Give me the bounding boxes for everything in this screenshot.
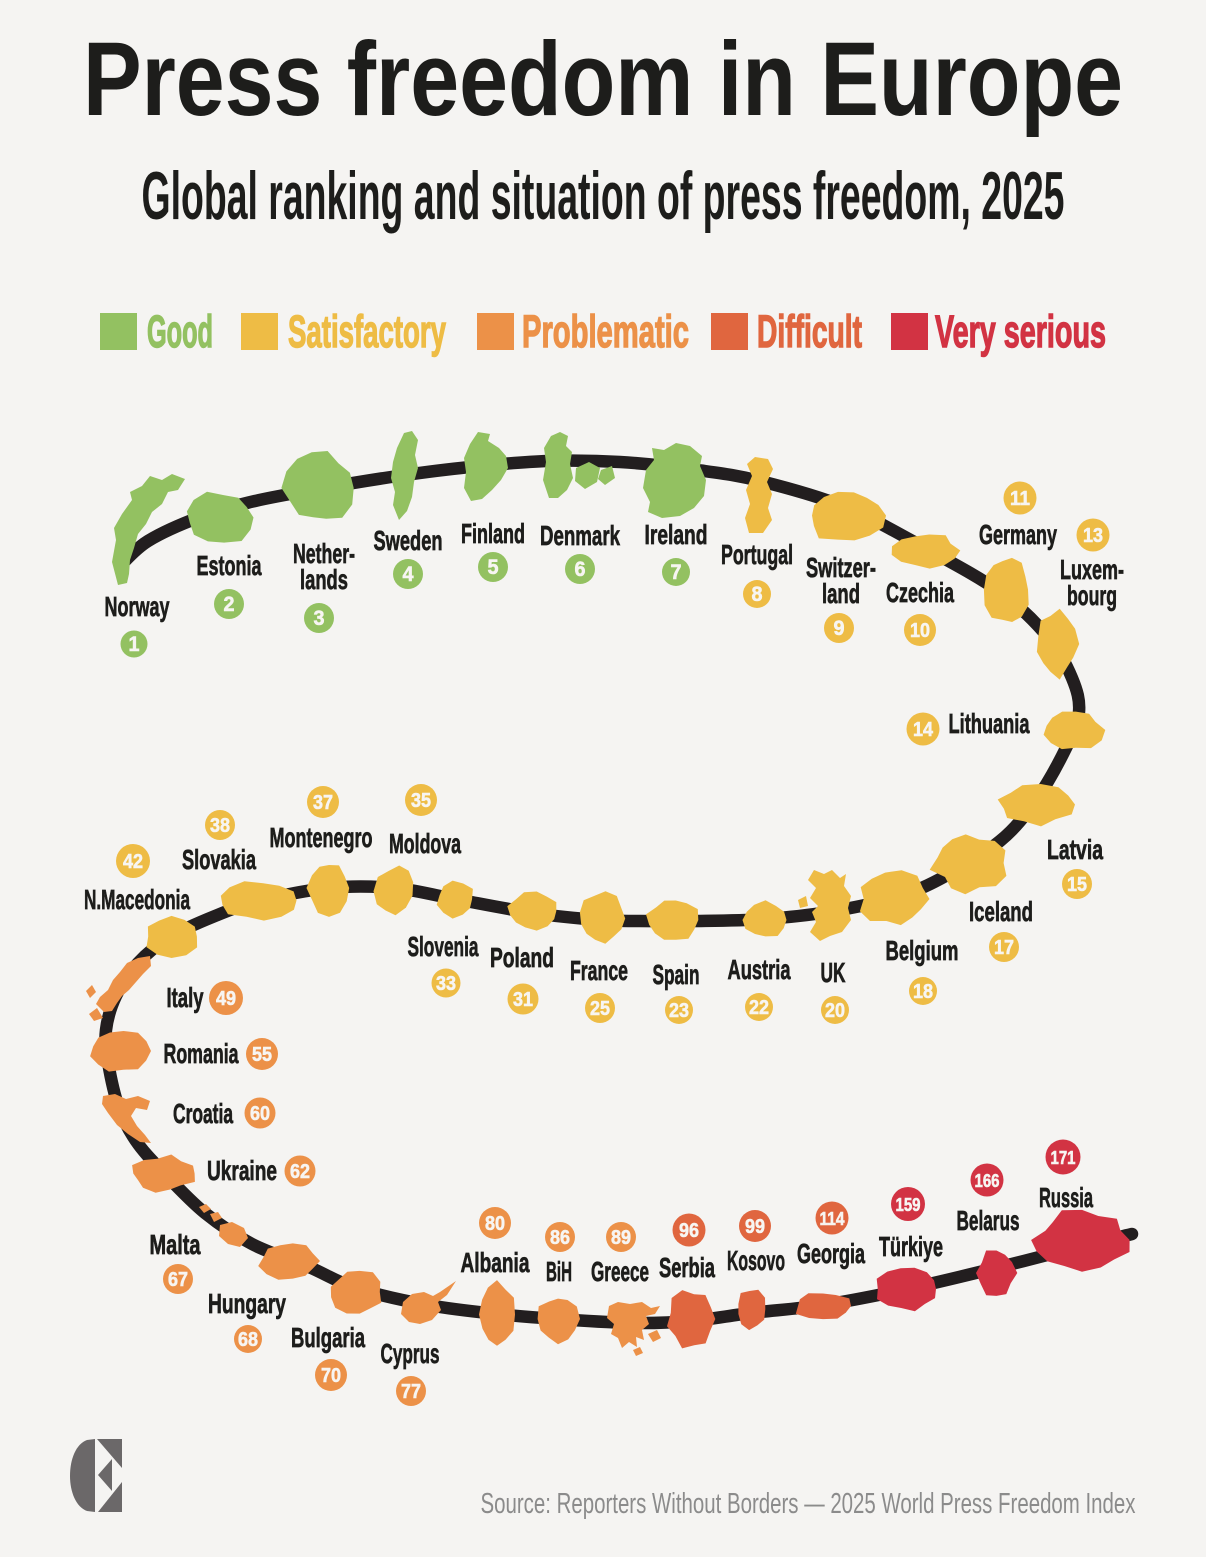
svg-text:Portugal: Portugal <box>721 539 793 570</box>
svg-text:Croatia: Croatia <box>173 1098 233 1129</box>
svg-text:Romania: Romania <box>164 1038 239 1069</box>
svg-text:13: 13 <box>1083 525 1103 547</box>
svg-text:Moldova: Moldova <box>389 828 461 859</box>
svg-text:159: 159 <box>896 1195 921 1215</box>
svg-text:Poland: Poland <box>490 942 554 973</box>
svg-text:France: France <box>570 955 628 986</box>
svg-text:23: 23 <box>669 1000 689 1022</box>
svg-text:Hungary: Hungary <box>208 1288 286 1319</box>
svg-text:Spain: Spain <box>653 959 700 990</box>
svg-text:114: 114 <box>820 1209 845 1229</box>
svg-text:8: 8 <box>752 583 763 606</box>
svg-text:96: 96 <box>679 1220 699 1242</box>
svg-text:Serbia: Serbia <box>659 1252 715 1283</box>
svg-text:Source: Reporters Without Bord: Source: Reporters Without Borders — 2025… <box>481 1488 1136 1520</box>
svg-text:31: 31 <box>513 989 533 1011</box>
svg-text:Ireland: Ireland <box>645 519 708 550</box>
svg-text:70: 70 <box>321 1365 341 1387</box>
svg-text:62: 62 <box>290 1161 310 1183</box>
svg-text:Nether-: Nether- <box>293 538 355 569</box>
svg-text:Czechia: Czechia <box>886 577 954 608</box>
svg-text:Difficult: Difficult <box>757 306 862 357</box>
svg-text:33: 33 <box>436 973 456 995</box>
svg-text:9: 9 <box>834 617 845 640</box>
svg-text:Georgia: Georgia <box>797 1238 865 1269</box>
svg-text:10: 10 <box>910 620 930 642</box>
svg-text:Slovakia: Slovakia <box>182 844 256 875</box>
svg-text:11: 11 <box>1010 488 1030 510</box>
svg-text:Kosovo: Kosovo <box>727 1245 785 1276</box>
svg-text:Türkiye: Türkiye <box>879 1231 943 1262</box>
svg-text:3: 3 <box>314 607 325 630</box>
svg-text:Satisfactory: Satisfactory <box>288 306 446 357</box>
svg-text:Iceland: Iceland <box>969 896 1033 927</box>
svg-text:20: 20 <box>825 1000 845 1022</box>
svg-text:14: 14 <box>913 719 934 741</box>
svg-text:Finland: Finland <box>461 518 525 549</box>
svg-text:Cyprus: Cyprus <box>381 1338 440 1369</box>
svg-text:38: 38 <box>210 815 230 837</box>
svg-text:Sweden: Sweden <box>374 525 443 556</box>
svg-text:80: 80 <box>485 1213 505 1235</box>
svg-text:Norway: Norway <box>105 591 170 622</box>
svg-text:BiH: BiH <box>546 1256 572 1287</box>
svg-text:N.Macedonia: N.Macedonia <box>84 884 190 915</box>
svg-text:Slovenia: Slovenia <box>408 931 479 962</box>
svg-text:1: 1 <box>129 633 140 656</box>
svg-text:Switzer-: Switzer- <box>806 552 876 583</box>
svg-text:Luxem-: Luxem- <box>1060 554 1124 585</box>
svg-text:7: 7 <box>671 561 682 584</box>
svg-text:37: 37 <box>313 792 333 814</box>
svg-text:5: 5 <box>488 556 499 579</box>
svg-text:bourg: bourg <box>1067 580 1117 611</box>
svg-text:Bulgaria: Bulgaria <box>291 1322 365 1353</box>
svg-text:42: 42 <box>123 851 143 873</box>
svg-text:Global ranking and situation o: Global ranking and situation of press fr… <box>142 158 1065 234</box>
svg-text:Greece: Greece <box>591 1256 649 1287</box>
svg-text:Latvia: Latvia <box>1047 834 1103 865</box>
svg-text:77: 77 <box>401 1381 421 1403</box>
svg-text:22: 22 <box>749 997 769 1019</box>
svg-text:land: land <box>822 578 860 609</box>
svg-text:99: 99 <box>745 1216 765 1238</box>
svg-text:35: 35 <box>411 790 431 812</box>
svg-text:Albania: Albania <box>461 1247 530 1278</box>
svg-text:6: 6 <box>575 558 586 581</box>
svg-text:Belarus: Belarus <box>957 1205 1020 1236</box>
svg-text:Estonia: Estonia <box>197 550 262 581</box>
svg-text:60: 60 <box>250 1103 270 1125</box>
svg-text:4: 4 <box>403 563 414 586</box>
svg-text:Montenegro: Montenegro <box>270 822 373 853</box>
svg-text:67: 67 <box>168 1269 188 1291</box>
svg-text:Italy: Italy <box>167 982 204 1013</box>
svg-text:68: 68 <box>238 1329 258 1351</box>
svg-text:86: 86 <box>550 1227 570 1249</box>
svg-text:17: 17 <box>994 937 1014 959</box>
svg-text:Problematic: Problematic <box>522 306 689 357</box>
svg-text:Germany: Germany <box>979 519 1057 550</box>
svg-text:Malta: Malta <box>150 1229 201 1260</box>
svg-text:Press freedom in Europe: Press freedom in Europe <box>83 21 1123 138</box>
svg-text:25: 25 <box>590 998 610 1020</box>
svg-text:Belgium: Belgium <box>886 935 959 966</box>
svg-text:UK: UK <box>821 957 846 988</box>
svg-text:Good: Good <box>147 306 213 357</box>
svg-text:18: 18 <box>913 981 933 1003</box>
svg-text:Austria: Austria <box>728 954 791 985</box>
svg-text:166: 166 <box>975 1171 1000 1191</box>
svg-text:lands: lands <box>300 564 348 595</box>
svg-text:171: 171 <box>1051 1148 1076 1168</box>
svg-text:Very serious: Very serious <box>935 306 1106 357</box>
svg-text:2: 2 <box>224 593 235 616</box>
svg-text:Denmark: Denmark <box>540 520 620 551</box>
svg-text:89: 89 <box>611 1227 631 1249</box>
svg-text:15: 15 <box>1067 874 1087 896</box>
svg-text:Russia: Russia <box>1039 1182 1093 1213</box>
svg-text:Lithuania: Lithuania <box>949 708 1030 739</box>
svg-text:49: 49 <box>216 988 236 1010</box>
svg-text:Ukraine: Ukraine <box>207 1155 277 1186</box>
svg-text:55: 55 <box>252 1044 272 1066</box>
